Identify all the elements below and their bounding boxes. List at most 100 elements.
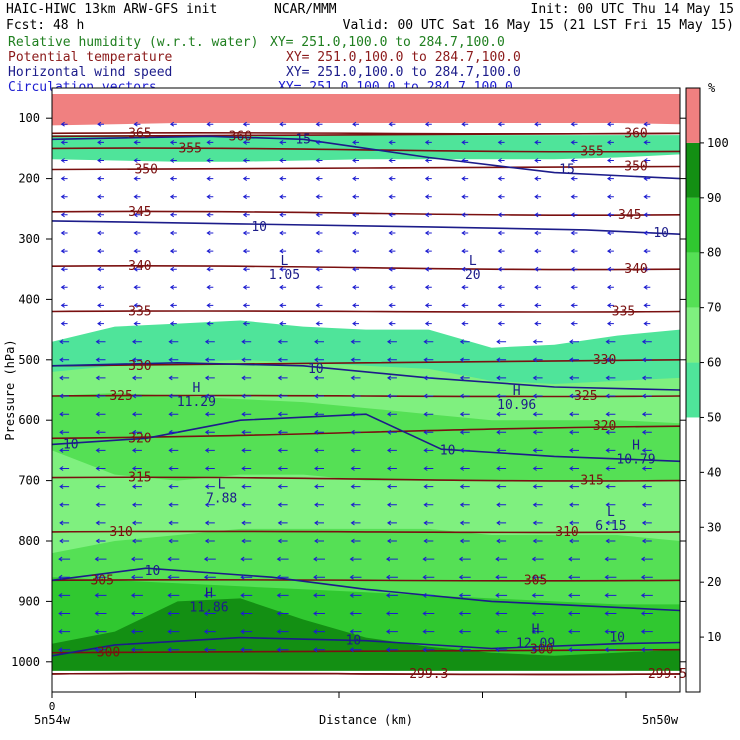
colorbar-band: [686, 417, 700, 692]
vector-arrow: [131, 339, 142, 345]
vector-arrow: [279, 302, 287, 308]
vector-arrow: [385, 611, 398, 616]
vector-arrow: [277, 466, 288, 471]
colorbar-tick-label: 90: [707, 191, 721, 205]
vector-arrow: [352, 139, 359, 145]
vector-arrow: [388, 248, 396, 254]
vector-arrow: [204, 502, 215, 508]
vector-arrow: [534, 212, 542, 218]
theta-line-350: [51, 165, 681, 171]
wind-contour-0: [51, 135, 681, 180]
field-xy-rh: XY= 251.0,100.0 to 284.7,100.0: [270, 35, 505, 50]
y-tick-label: 200: [18, 172, 40, 186]
vector-arrow: [206, 121, 214, 127]
vector-arrow: [97, 230, 104, 236]
vector-arrow: [606, 139, 614, 145]
vector-arrow: [60, 139, 68, 145]
vector-arrow: [570, 194, 578, 200]
vector-arrow: [97, 321, 104, 327]
vector-arrow: [130, 556, 143, 562]
vector-arrow: [641, 466, 652, 471]
theta-line-315: [51, 476, 681, 482]
vector-arrow: [496, 339, 507, 345]
vector-arrow: [497, 194, 505, 200]
vector-arrow: [532, 339, 543, 345]
vector-arrow: [532, 466, 543, 471]
vector-arrow: [58, 574, 71, 580]
colorbar-band: [686, 197, 700, 253]
wind-label: 10: [251, 220, 267, 235]
vector-arrow: [167, 556, 180, 562]
vector-arrow: [386, 520, 397, 526]
vector-arrow: [461, 194, 469, 200]
vector-arrow: [279, 230, 287, 236]
colorbar-tick-label: 30: [707, 520, 721, 534]
vector-arrow: [279, 321, 287, 327]
vector-arrow: [95, 411, 106, 417]
vector-arrow: [58, 629, 71, 635]
vector-arrow: [497, 284, 505, 290]
vector-arrow: [350, 484, 361, 490]
vector-arrow: [131, 375, 142, 381]
vector-arrow: [496, 411, 507, 417]
vector-arrow: [240, 629, 253, 635]
vector-arrow: [315, 121, 323, 127]
vector-arrow: [568, 556, 580, 562]
vector-arrow: [352, 194, 359, 200]
theta-label: 355: [580, 144, 603, 159]
vector-arrow: [95, 429, 106, 435]
plot-area: 365 360 360 355 355 350 350 345 345 340 340 335 335 3…: [51, 87, 687, 693]
vector-arrow: [167, 592, 180, 598]
theta-contours: [51, 131, 681, 676]
vector-arrow: [94, 556, 107, 562]
vector-arrow: [568, 611, 580, 616]
vector-arrow: [388, 321, 396, 327]
vector-arrow: [424, 121, 432, 127]
vector-arrow: [97, 302, 104, 308]
vector-arrow: [423, 393, 434, 399]
vector-arrow: [168, 339, 179, 345]
theta-label: 360: [624, 126, 647, 141]
theta-label: 315: [128, 471, 151, 486]
vector-arrow: [277, 393, 288, 399]
vector-arrow: [95, 339, 106, 345]
vector-arrow: [97, 158, 104, 163]
vector-arrow: [570, 266, 578, 272]
theta-line-335: [51, 310, 681, 313]
theta-label: 315: [580, 474, 603, 489]
vector-arrow: [59, 411, 70, 417]
colorbar-frame: [685, 87, 701, 693]
extremum-symbol: H: [205, 586, 213, 601]
vector-arrow: [59, 502, 70, 508]
wind-contour-4: [51, 567, 681, 612]
theta-label: 330: [128, 359, 151, 374]
vector-arrow: [95, 375, 106, 381]
vector-arrow: [604, 574, 617, 580]
vector-arrow: [385, 647, 398, 653]
vector-arrow: [95, 447, 106, 453]
theta-label: 350: [624, 160, 647, 175]
vector-arrow: [279, 212, 287, 218]
vector-arrow: [532, 484, 543, 490]
vector-arrow: [169, 248, 177, 254]
vector-arrow: [643, 176, 651, 182]
vector-arrow: [60, 284, 68, 290]
vector-arrow: [386, 429, 397, 435]
vector-arrow: [242, 194, 250, 200]
vector-arrow: [204, 538, 215, 544]
vector-arrow: [606, 176, 614, 182]
vector-arrow: [130, 574, 143, 580]
vector-arrow: [130, 592, 143, 598]
vector-arrow: [350, 375, 361, 381]
vector-arrow: [643, 302, 651, 308]
vector-arrow: [313, 611, 325, 616]
vector-arrow: [388, 158, 396, 163]
rh-band-surface: [52, 598, 680, 692]
x-left-label: 5n54w: [34, 713, 71, 727]
colorbar-band: [686, 252, 700, 308]
theta-line-345: [51, 210, 681, 216]
theta-label: 340: [624, 262, 647, 277]
y-tick-label: 400: [18, 292, 40, 306]
vector-arrow: [276, 629, 289, 635]
